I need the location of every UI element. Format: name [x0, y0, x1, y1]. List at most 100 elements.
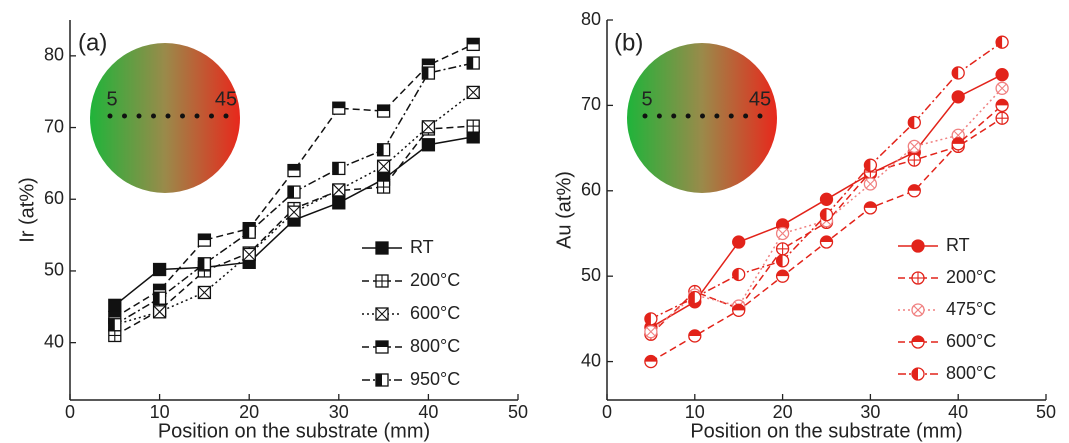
data-point [819, 208, 834, 222]
x-tick-label: 40 [948, 402, 968, 422]
data-point [197, 233, 212, 247]
panel: 5 45 (b) 0 10 20 30 40 50 40 50 60 70 80 Position on t… [553, 9, 1056, 443]
marker-detail [644, 312, 651, 325]
marker-shape [732, 235, 746, 249]
y-tick-label: 40 [44, 331, 64, 351]
x-tick-label: 30 [329, 402, 349, 422]
marker-detail [332, 162, 339, 175]
marker-detail [377, 159, 390, 173]
x-tick-label: 20 [773, 402, 793, 422]
legend-marker [375, 274, 389, 288]
marker-detail [153, 305, 166, 319]
wafer-dot [151, 113, 156, 119]
marker-detail [422, 67, 429, 80]
wafer-dot [671, 113, 677, 119]
legend-label: 800°C [946, 363, 996, 383]
marker-detail [467, 38, 480, 45]
marker-detail [198, 286, 211, 299]
marker-detail [376, 341, 388, 347]
wafer-dot [728, 113, 734, 119]
legend-marker [911, 271, 925, 285]
marker-detail [332, 102, 345, 109]
y-tick-label: 60 [44, 188, 64, 208]
data-point [907, 115, 921, 130]
marker-detail [288, 164, 300, 171]
marker-shape [108, 298, 122, 313]
data-point [732, 235, 746, 249]
data-point [242, 225, 256, 239]
data-point [287, 205, 301, 219]
data-point [951, 90, 965, 104]
marker-shape [332, 196, 346, 210]
y-tick-label: 70 [44, 116, 64, 136]
x-tick-label: 0 [65, 402, 75, 422]
data-point [995, 68, 1009, 82]
marker-detail [153, 284, 166, 291]
data-point [466, 56, 480, 70]
legend-marker [911, 335, 925, 349]
data-point [287, 185, 301, 199]
data-point [466, 37, 480, 52]
marker-detail [997, 83, 1007, 93]
data-point [995, 98, 1009, 113]
wafer-inset [90, 43, 240, 193]
legend-label: 200°C [946, 267, 996, 287]
inset-label: 5 [106, 88, 117, 110]
data-point [152, 305, 167, 319]
marker-detail [422, 59, 435, 66]
y-tick-label: 50 [581, 265, 601, 285]
wafer-dot [194, 113, 200, 119]
marker-shape [421, 138, 436, 152]
data-point [332, 183, 346, 197]
inset-label: 45 [215, 88, 237, 110]
wafer-dot [743, 113, 749, 119]
marker-shape [951, 90, 965, 104]
marker-detail [467, 57, 474, 70]
marker-detail [776, 254, 783, 267]
data-point [775, 242, 790, 256]
legend-marker [375, 307, 389, 321]
data-point [644, 325, 658, 339]
inset-label: 45 [749, 88, 771, 110]
y-axis-title: Au (at%) [553, 171, 575, 249]
data-point [332, 161, 346, 176]
legend-marker [375, 373, 389, 387]
marker-detail [198, 257, 205, 270]
marker-detail [422, 120, 435, 134]
data-point [688, 290, 702, 305]
data-point [466, 85, 480, 100]
marker-detail [242, 248, 256, 261]
data-point [376, 180, 391, 194]
x-tick-label: 20 [239, 402, 259, 422]
panel: 5 45 (a) 0 10 20 30 40 50 40 50 60 70 80 Position on t… [16, 20, 528, 442]
data-point [951, 137, 965, 151]
x-tick-label: 50 [508, 402, 528, 422]
wafer-dot [223, 113, 229, 119]
data-point [421, 138, 436, 152]
x-axis-title: Position on the substrate (mm) [158, 420, 430, 442]
wafer-dot [165, 113, 171, 119]
marker-detail [466, 86, 480, 99]
marker-detail [377, 105, 390, 112]
marker-detail [820, 236, 833, 243]
marker-detail [153, 292, 160, 305]
data-point [376, 143, 391, 157]
data-point [644, 354, 658, 369]
y-tick-label: 80 [44, 45, 64, 65]
x-tick-label: 40 [418, 402, 438, 422]
wafer-dot [180, 113, 185, 119]
x-tick-label: 10 [150, 402, 170, 422]
data-point [152, 291, 167, 305]
y-tick-label: 50 [44, 260, 64, 280]
marker-shape [819, 192, 834, 206]
data-point [332, 196, 346, 210]
marker-detail [996, 99, 1009, 106]
marker-detail [864, 201, 877, 208]
data-point [376, 159, 391, 173]
data-point [819, 192, 834, 206]
marker-detail [776, 270, 789, 277]
legend-label: 600°C [946, 331, 996, 351]
marker-detail [778, 228, 788, 239]
marker-detail [912, 336, 924, 342]
data-point [421, 120, 436, 134]
